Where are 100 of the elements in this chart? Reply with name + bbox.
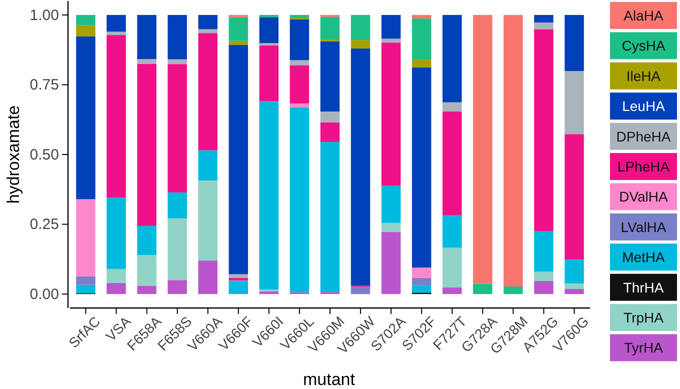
bar bbox=[290, 107, 310, 292]
legend-label: CysHA bbox=[622, 38, 666, 54]
bar bbox=[228, 17, 248, 41]
bar bbox=[473, 14, 492, 284]
bar bbox=[198, 260, 218, 294]
bar bbox=[564, 259, 584, 284]
bar bbox=[168, 14, 187, 60]
bar bbox=[198, 33, 218, 150]
bar bbox=[534, 14, 554, 22]
bar bbox=[504, 14, 523, 287]
bar bbox=[564, 14, 584, 72]
bar bbox=[564, 71, 584, 134]
bar bbox=[168, 280, 187, 294]
bar bbox=[76, 36, 96, 200]
legend-label: TyrHA bbox=[624, 340, 664, 356]
bar bbox=[76, 276, 96, 285]
y-tick-label: 0.25 bbox=[30, 216, 59, 234]
bar bbox=[106, 268, 126, 283]
y-tick-label: 0.75 bbox=[30, 76, 59, 94]
bar bbox=[442, 102, 462, 112]
bar bbox=[564, 134, 584, 260]
bar bbox=[564, 289, 584, 294]
bar bbox=[320, 142, 340, 292]
bar bbox=[106, 35, 126, 198]
bar bbox=[198, 150, 218, 180]
bar bbox=[76, 14, 96, 26]
bar bbox=[198, 180, 218, 261]
legend-label: LPheHA bbox=[617, 158, 670, 174]
bar bbox=[350, 286, 370, 294]
legend-label: TrpHA bbox=[624, 310, 664, 326]
bar bbox=[290, 103, 310, 108]
bar bbox=[320, 41, 340, 112]
bar bbox=[442, 112, 462, 216]
bar bbox=[228, 282, 248, 294]
bar bbox=[228, 44, 248, 274]
bar bbox=[168, 64, 187, 192]
bar bbox=[290, 60, 310, 66]
bar bbox=[412, 278, 432, 286]
bar bbox=[259, 45, 279, 102]
bar bbox=[320, 122, 340, 142]
bar bbox=[137, 14, 156, 60]
bar bbox=[564, 283, 584, 290]
bar bbox=[320, 16, 340, 40]
bar bbox=[412, 268, 432, 278]
bar bbox=[534, 29, 554, 231]
bar bbox=[442, 287, 462, 294]
bar bbox=[350, 40, 370, 48]
bar bbox=[137, 64, 156, 226]
bar bbox=[228, 40, 248, 45]
bar bbox=[76, 284, 96, 294]
bar bbox=[290, 14, 310, 18]
y-tick-label: 0.00 bbox=[30, 286, 59, 303]
bar bbox=[412, 285, 432, 293]
bar bbox=[442, 248, 462, 288]
bar bbox=[412, 67, 432, 268]
bar bbox=[168, 59, 187, 64]
bar bbox=[534, 22, 554, 30]
bar bbox=[350, 14, 370, 40]
bar bbox=[381, 38, 401, 43]
bar bbox=[168, 192, 187, 218]
x-axis-title: mutant bbox=[303, 370, 356, 389]
bar bbox=[534, 280, 554, 294]
bar bbox=[320, 112, 340, 122]
bar bbox=[137, 254, 156, 286]
bar bbox=[381, 222, 401, 232]
bar bbox=[259, 17, 279, 44]
bar bbox=[290, 19, 310, 60]
bar bbox=[198, 14, 218, 30]
bar bbox=[504, 286, 523, 294]
bar bbox=[381, 42, 401, 186]
bar bbox=[412, 14, 432, 19]
bar bbox=[137, 59, 156, 64]
bar bbox=[381, 232, 401, 294]
bar bbox=[381, 14, 401, 39]
legend-label: IleHA bbox=[626, 68, 662, 84]
bar bbox=[534, 272, 554, 281]
bar bbox=[381, 186, 401, 223]
y-axis-title: hydroxamate bbox=[4, 105, 23, 204]
legend-label: MetHA bbox=[622, 249, 666, 266]
y-tick-label: 1.00 bbox=[30, 6, 59, 24]
legend-label: LValHA bbox=[620, 218, 667, 235]
bar bbox=[259, 101, 279, 290]
bar bbox=[290, 65, 310, 104]
bar bbox=[137, 226, 156, 255]
bar bbox=[168, 218, 187, 280]
bar bbox=[76, 25, 96, 36]
bar bbox=[442, 215, 462, 248]
bar bbox=[473, 284, 492, 294]
bar bbox=[442, 14, 462, 102]
legend-label: LeuHA bbox=[622, 98, 666, 114]
bar bbox=[106, 282, 126, 294]
bar bbox=[76, 199, 96, 276]
bar bbox=[350, 48, 370, 286]
bar bbox=[412, 18, 432, 60]
legend-label: AlaHA bbox=[624, 8, 664, 24]
y-tick-label: 0.50 bbox=[30, 146, 59, 164]
bar bbox=[534, 230, 554, 272]
legend-label: DValHA bbox=[619, 188, 669, 205]
legend-label: DPheHA bbox=[616, 128, 672, 144]
bar bbox=[106, 198, 126, 269]
